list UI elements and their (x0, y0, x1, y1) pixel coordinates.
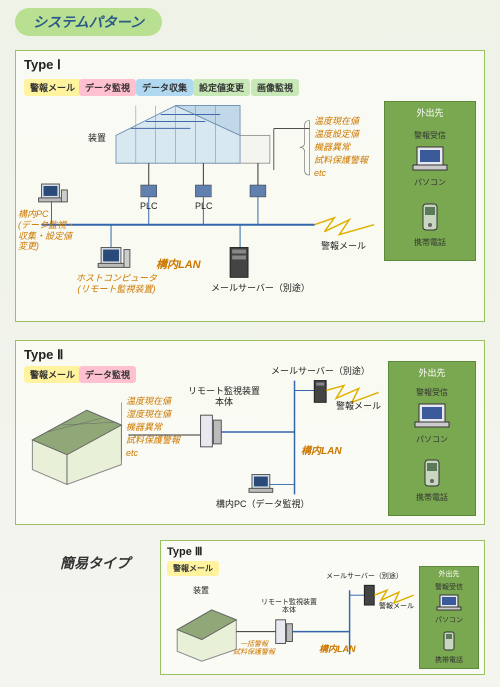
type1-panel: Type Ⅰ 警報メール データ監視 データ収集 設定値変更 画像監視 (15, 50, 485, 322)
info-line: 機器異常 (314, 142, 350, 153)
lan-label: 構内LAN (319, 644, 356, 655)
ext-label: 携帯電話 (420, 655, 478, 665)
tag-alarm-mail: 警報メール (24, 366, 81, 383)
type2-panel: Type Ⅱ 警報メール データ監視 温度現在値 湿度現在値 機器異常 試料保護… (15, 340, 485, 525)
server-icon (230, 248, 248, 278)
plc-icon (250, 163, 266, 197)
mail-server-label: メールサーバー（別途） (271, 366, 370, 377)
ext-box: 外出先 警報受信 パソコン 携帯電話 (388, 361, 476, 516)
device-label: 装置 (88, 133, 106, 144)
server-icon (314, 381, 326, 403)
pc-inside-label: 構内PC (データ監視・ 収集・設定値 変更) (18, 209, 75, 252)
info-line: 温度現在値 (126, 396, 171, 407)
remote-device-label: リモート監視装置 本体 (188, 386, 260, 408)
mail-server-label: メールサーバー（別途） (211, 283, 310, 294)
tag-alarm-mail: 警報メール (167, 561, 219, 576)
lan-label: 構内LAN (156, 259, 201, 272)
type1-title: Type Ⅰ (24, 57, 61, 73)
plc-label: PLC (195, 201, 213, 212)
device-icon (177, 610, 236, 661)
ext-label: パソコン (420, 615, 478, 625)
tag-image-monitor: 画像監視 (251, 79, 299, 96)
mail-server-label: メールサーバー（別途） (326, 573, 403, 581)
ext-label: 携帯電話 (389, 492, 475, 503)
mail-arrow-label: 警報メール (336, 401, 381, 412)
info-line: etc (314, 168, 326, 179)
info-line: 試料保護警報 (314, 155, 368, 166)
pc-icon (98, 248, 130, 268)
lan-label: 構内LAN (301, 446, 342, 458)
ext-box: 外出先 警報受信 パソコン 携帯電話 (419, 566, 479, 669)
device-label: 装置 (193, 586, 209, 596)
phone-icon (425, 460, 439, 486)
info-line: 試料保護警報 (126, 435, 180, 446)
plc-icon (141, 163, 157, 197)
ext-box: 外出先 警報受信 パソコン 携帯電話 (384, 101, 476, 261)
remote-device-label: リモート監視装置 本体 (261, 599, 317, 616)
phone-icon (444, 632, 454, 650)
tag-alarm-mail: 警報メール (24, 79, 81, 96)
type2-title: Type Ⅱ (24, 347, 63, 363)
ext-label: パソコン (385, 177, 475, 188)
mail-arrow-label: 警報メール (321, 241, 366, 252)
ext-label: 警報受信 (420, 582, 478, 592)
phone-icon (423, 204, 437, 230)
host-computer-label: ホストコンピュータ (リモート監視装置) (76, 273, 157, 295)
info-line: etc (126, 448, 138, 459)
alarm-line-label: 一括警報 試料保護警報 (233, 641, 275, 658)
type3-panel: Type Ⅲ 警報メール 装置 リモート監視装置 本体 一括警報 試料保護警報 … (160, 540, 485, 675)
info-line: 温度現在値 (314, 116, 359, 127)
mail-arrow-label: 警報メール (379, 603, 414, 611)
page-title: システムパターン (15, 8, 162, 36)
type3-title: Type Ⅲ (167, 545, 203, 558)
pc-icon (39, 184, 68, 202)
plc-icon (195, 163, 211, 197)
info-line: 温度設定値 (314, 129, 359, 140)
ext-label: パソコン (389, 434, 475, 445)
server-icon (364, 585, 374, 605)
tag-setting-change: 設定値変更 (193, 79, 250, 96)
ext-label: 警報受信 (385, 130, 475, 141)
pc-icon (415, 404, 449, 427)
simple-title: 簡易タイプ (60, 555, 130, 572)
plc-label: PLC (140, 201, 158, 212)
ext-label: 携帯電話 (385, 237, 475, 248)
greenhouse-icon (116, 106, 270, 164)
info-line: 湿度現在値 (126, 409, 171, 420)
info-line: 機器異常 (126, 422, 162, 433)
remote-device-icon (276, 620, 293, 644)
tag-data-monitor: データ監視 (79, 366, 136, 383)
pc-icon (437, 595, 461, 610)
pc-icon (249, 475, 273, 493)
device-icon (32, 410, 121, 484)
ext-label: 警報受信 (389, 387, 475, 398)
tag-data-collect: データ収集 (136, 79, 193, 96)
tag-data-monitor: データ監視 (79, 79, 136, 96)
pc-icon (413, 147, 447, 170)
pc-inside-label: 構内PC（データ監視） (216, 499, 310, 510)
